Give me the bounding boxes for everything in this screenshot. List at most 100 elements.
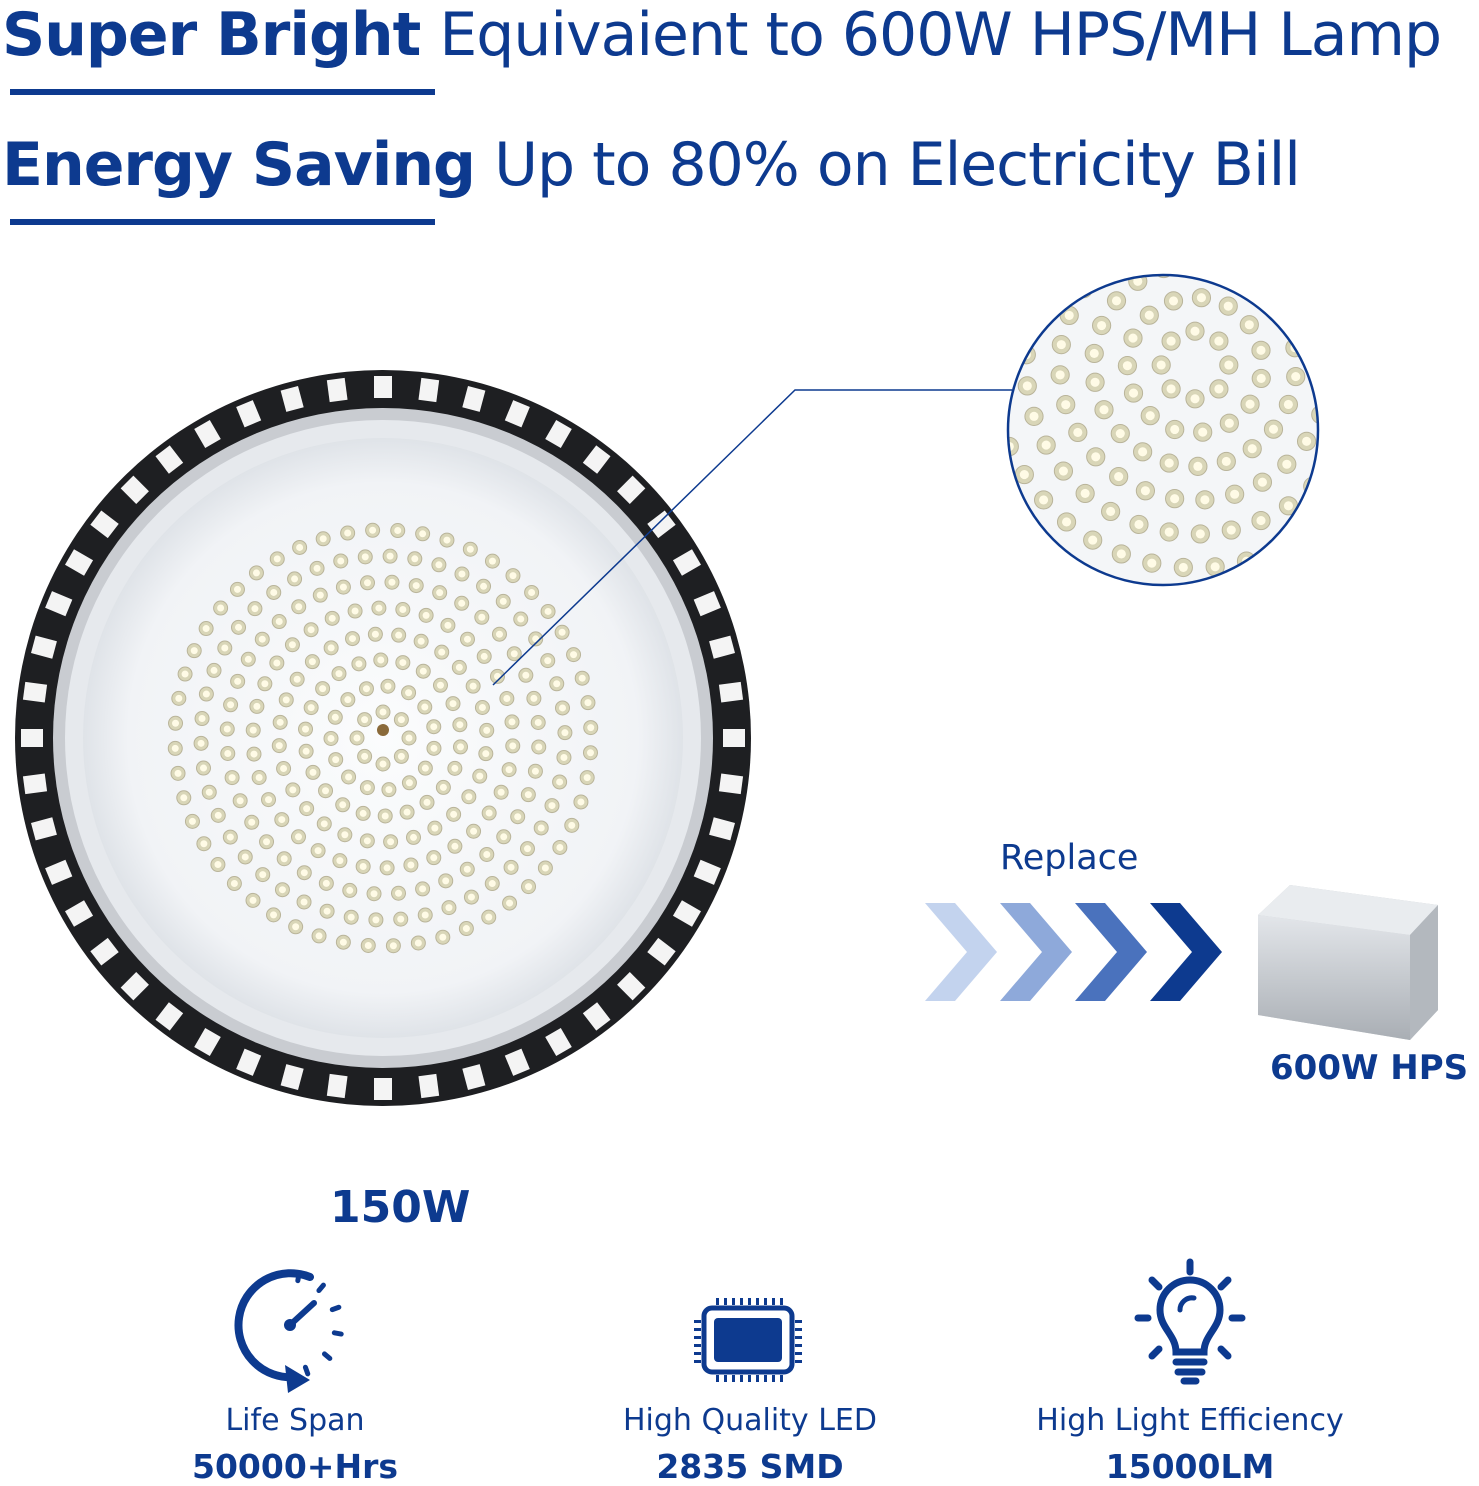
led-dot-core xyxy=(313,564,321,572)
led-dot-core xyxy=(399,659,407,667)
slot xyxy=(504,1048,530,1076)
slot xyxy=(617,475,646,504)
slot xyxy=(418,377,440,403)
led-dot xyxy=(1100,135,1118,153)
led-dot xyxy=(1150,191,1168,209)
led-dot-core xyxy=(586,749,594,757)
led-dot-core xyxy=(1034,232,1043,241)
led-dot-core xyxy=(1224,360,1234,370)
led-dot-core xyxy=(363,579,371,587)
led-dot-core xyxy=(1402,529,1411,538)
led-dot xyxy=(1294,526,1315,546)
led-dot-core xyxy=(319,685,327,693)
led-dot xyxy=(1384,399,1402,417)
slot xyxy=(90,937,119,966)
led-dot xyxy=(1321,346,1339,364)
led-dot-core xyxy=(445,904,453,912)
led-dot-core xyxy=(1282,459,1292,469)
led-dot-core xyxy=(351,607,359,615)
led-dot xyxy=(1355,366,1373,384)
led-dot-core xyxy=(251,605,259,613)
led-dot xyxy=(1262,244,1280,262)
led-dot-core xyxy=(1289,276,1299,278)
led-dot-core xyxy=(1106,506,1116,516)
led-dot-core xyxy=(1216,193,1225,202)
led-dot-core xyxy=(235,623,243,631)
led-dot-core xyxy=(1328,593,1337,602)
chip-pin xyxy=(795,1360,802,1363)
led-dot xyxy=(1112,580,1132,584)
slot xyxy=(723,729,745,747)
led-dot-core xyxy=(1073,427,1083,437)
led-dot-core xyxy=(525,883,533,891)
led-dot-core xyxy=(1166,384,1176,394)
led-dot-core xyxy=(379,708,387,716)
led-dot-core xyxy=(278,886,286,894)
chip-pin xyxy=(748,1298,751,1305)
chip-pin xyxy=(694,1352,701,1355)
led-dot-core xyxy=(1339,280,1348,289)
chip-pin xyxy=(694,1344,701,1347)
led-dot-core xyxy=(1271,546,1282,556)
led-dot-core xyxy=(210,666,218,674)
led-dot-core xyxy=(1029,411,1039,421)
chevron-arrow xyxy=(1075,903,1147,1001)
chip-pin xyxy=(764,1298,767,1305)
slot xyxy=(647,937,676,966)
led-dot xyxy=(1047,276,1067,278)
slot xyxy=(236,1048,262,1076)
led-dot-core xyxy=(560,753,568,761)
led-dot xyxy=(1419,317,1437,335)
led-dot xyxy=(1388,336,1406,354)
led-dot-core xyxy=(273,659,281,667)
led-dot-core xyxy=(1300,531,1310,541)
led-dot-core xyxy=(244,655,252,663)
led-dot xyxy=(1044,586,1062,604)
led-dot-core xyxy=(248,818,256,826)
led-dot-core xyxy=(556,778,564,786)
led-dot-core xyxy=(1214,596,1223,605)
led-dot xyxy=(1400,191,1418,209)
slot xyxy=(374,376,392,398)
led-dot-core xyxy=(1128,333,1138,343)
slot xyxy=(22,773,48,795)
led-dot-core xyxy=(1307,293,1317,303)
led-dot-core xyxy=(309,768,317,776)
slot xyxy=(617,972,646,1001)
led-dot-core xyxy=(276,718,284,726)
led-dot-core xyxy=(1322,254,1331,263)
led-dot-core xyxy=(1078,284,1088,294)
led-dot-core xyxy=(202,625,210,633)
led-dot-core xyxy=(463,865,471,873)
led-dot xyxy=(1337,221,1355,239)
led-dot xyxy=(1212,189,1230,207)
led-dot xyxy=(956,299,974,317)
led-dot-core xyxy=(997,550,1006,559)
led-dot-core xyxy=(234,677,242,685)
led-dot xyxy=(1140,89,1158,107)
led-dot xyxy=(1259,131,1277,149)
led-dot-core xyxy=(1021,571,1031,581)
slot xyxy=(120,972,149,1001)
led-dot-core xyxy=(1300,232,1309,241)
led-dot xyxy=(1445,278,1463,296)
led-dot-core xyxy=(1167,125,1176,134)
led-dot-core xyxy=(370,890,378,898)
led-dot-core xyxy=(1190,326,1200,336)
led-dot xyxy=(1009,281,1016,301)
slot xyxy=(647,510,676,539)
led-dot-core xyxy=(1256,516,1266,526)
led-dot-core xyxy=(1195,529,1205,539)
led-dot-core xyxy=(1123,243,1132,252)
led-dot-core xyxy=(197,739,205,747)
led-dot-core xyxy=(1181,226,1190,235)
led-dot-core xyxy=(954,367,963,376)
led-dot xyxy=(1199,626,1217,644)
led-dot-core xyxy=(530,694,538,702)
led-dot-core xyxy=(1268,619,1277,628)
led-dot-core xyxy=(1107,618,1116,627)
led-dot-core xyxy=(1223,301,1233,311)
hps-ballast-box xyxy=(1258,885,1438,1040)
led-dot-core xyxy=(405,689,413,697)
led-dot-core xyxy=(1378,504,1387,513)
